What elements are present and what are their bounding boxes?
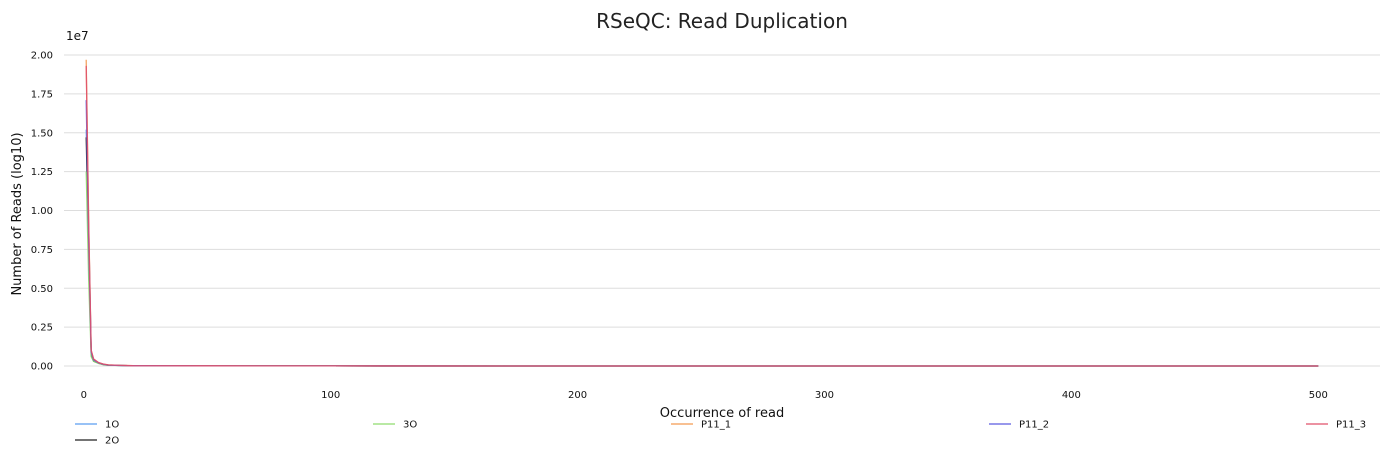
y-tick-label: 1.50 [31,128,53,139]
series-lines [85,59,1319,367]
y-axis-ticks: 0.00 0.25 0.50 0.75 1.00 1.25 1.50 1.75 2.00 [31,51,53,373]
y-tick-label: 1.25 [31,167,53,178]
chart-title: RSeQC: Read Duplication [596,9,848,33]
series-line-p11-2 [85,100,1319,367]
y-tick-label: 0.25 [31,323,53,334]
y-tick-label: 0.50 [31,284,53,295]
legend-label-3o: 3O [403,420,417,431]
legend-label-p11-1: P11_1 [701,420,731,431]
x-axis-label: Occurrence of read [660,406,784,421]
x-tick-label: 100 [321,390,340,401]
series-line-p11-3 [85,65,1319,367]
legend-label-2o: 2O [105,436,119,447]
y-axis-offset-label: 1e7 [66,29,89,43]
legend-label-p11-3: P11_3 [1336,420,1366,431]
legend-label-1o: 1O [105,420,119,431]
legend: 1O 2O 3O P11_1 P11_2 P11_3 [75,420,1366,447]
y-axis-label: Number of Reads (log10) [10,132,25,295]
gridlines [64,54,1380,367]
legend-label-p11-2: P11_2 [1019,420,1049,431]
series-line-1o [85,129,1319,367]
y-tick-label: 0.75 [31,245,53,256]
y-tick-label: 1.00 [31,206,53,217]
x-tick-label: 300 [815,390,834,401]
x-axis-ticks: 0 100 200 300 400 500 [81,390,1328,401]
series-line-3o [85,171,1319,367]
y-tick-label: 0.00 [31,362,53,373]
x-tick-label: 400 [1062,390,1081,401]
x-tick-label: 200 [568,390,587,401]
y-tick-label: 2.00 [31,51,53,62]
y-tick-label: 1.75 [31,89,53,100]
x-tick-label: 500 [1309,390,1328,401]
series-line-p11-1 [85,59,1319,367]
x-tick-label: 0 [81,390,87,401]
